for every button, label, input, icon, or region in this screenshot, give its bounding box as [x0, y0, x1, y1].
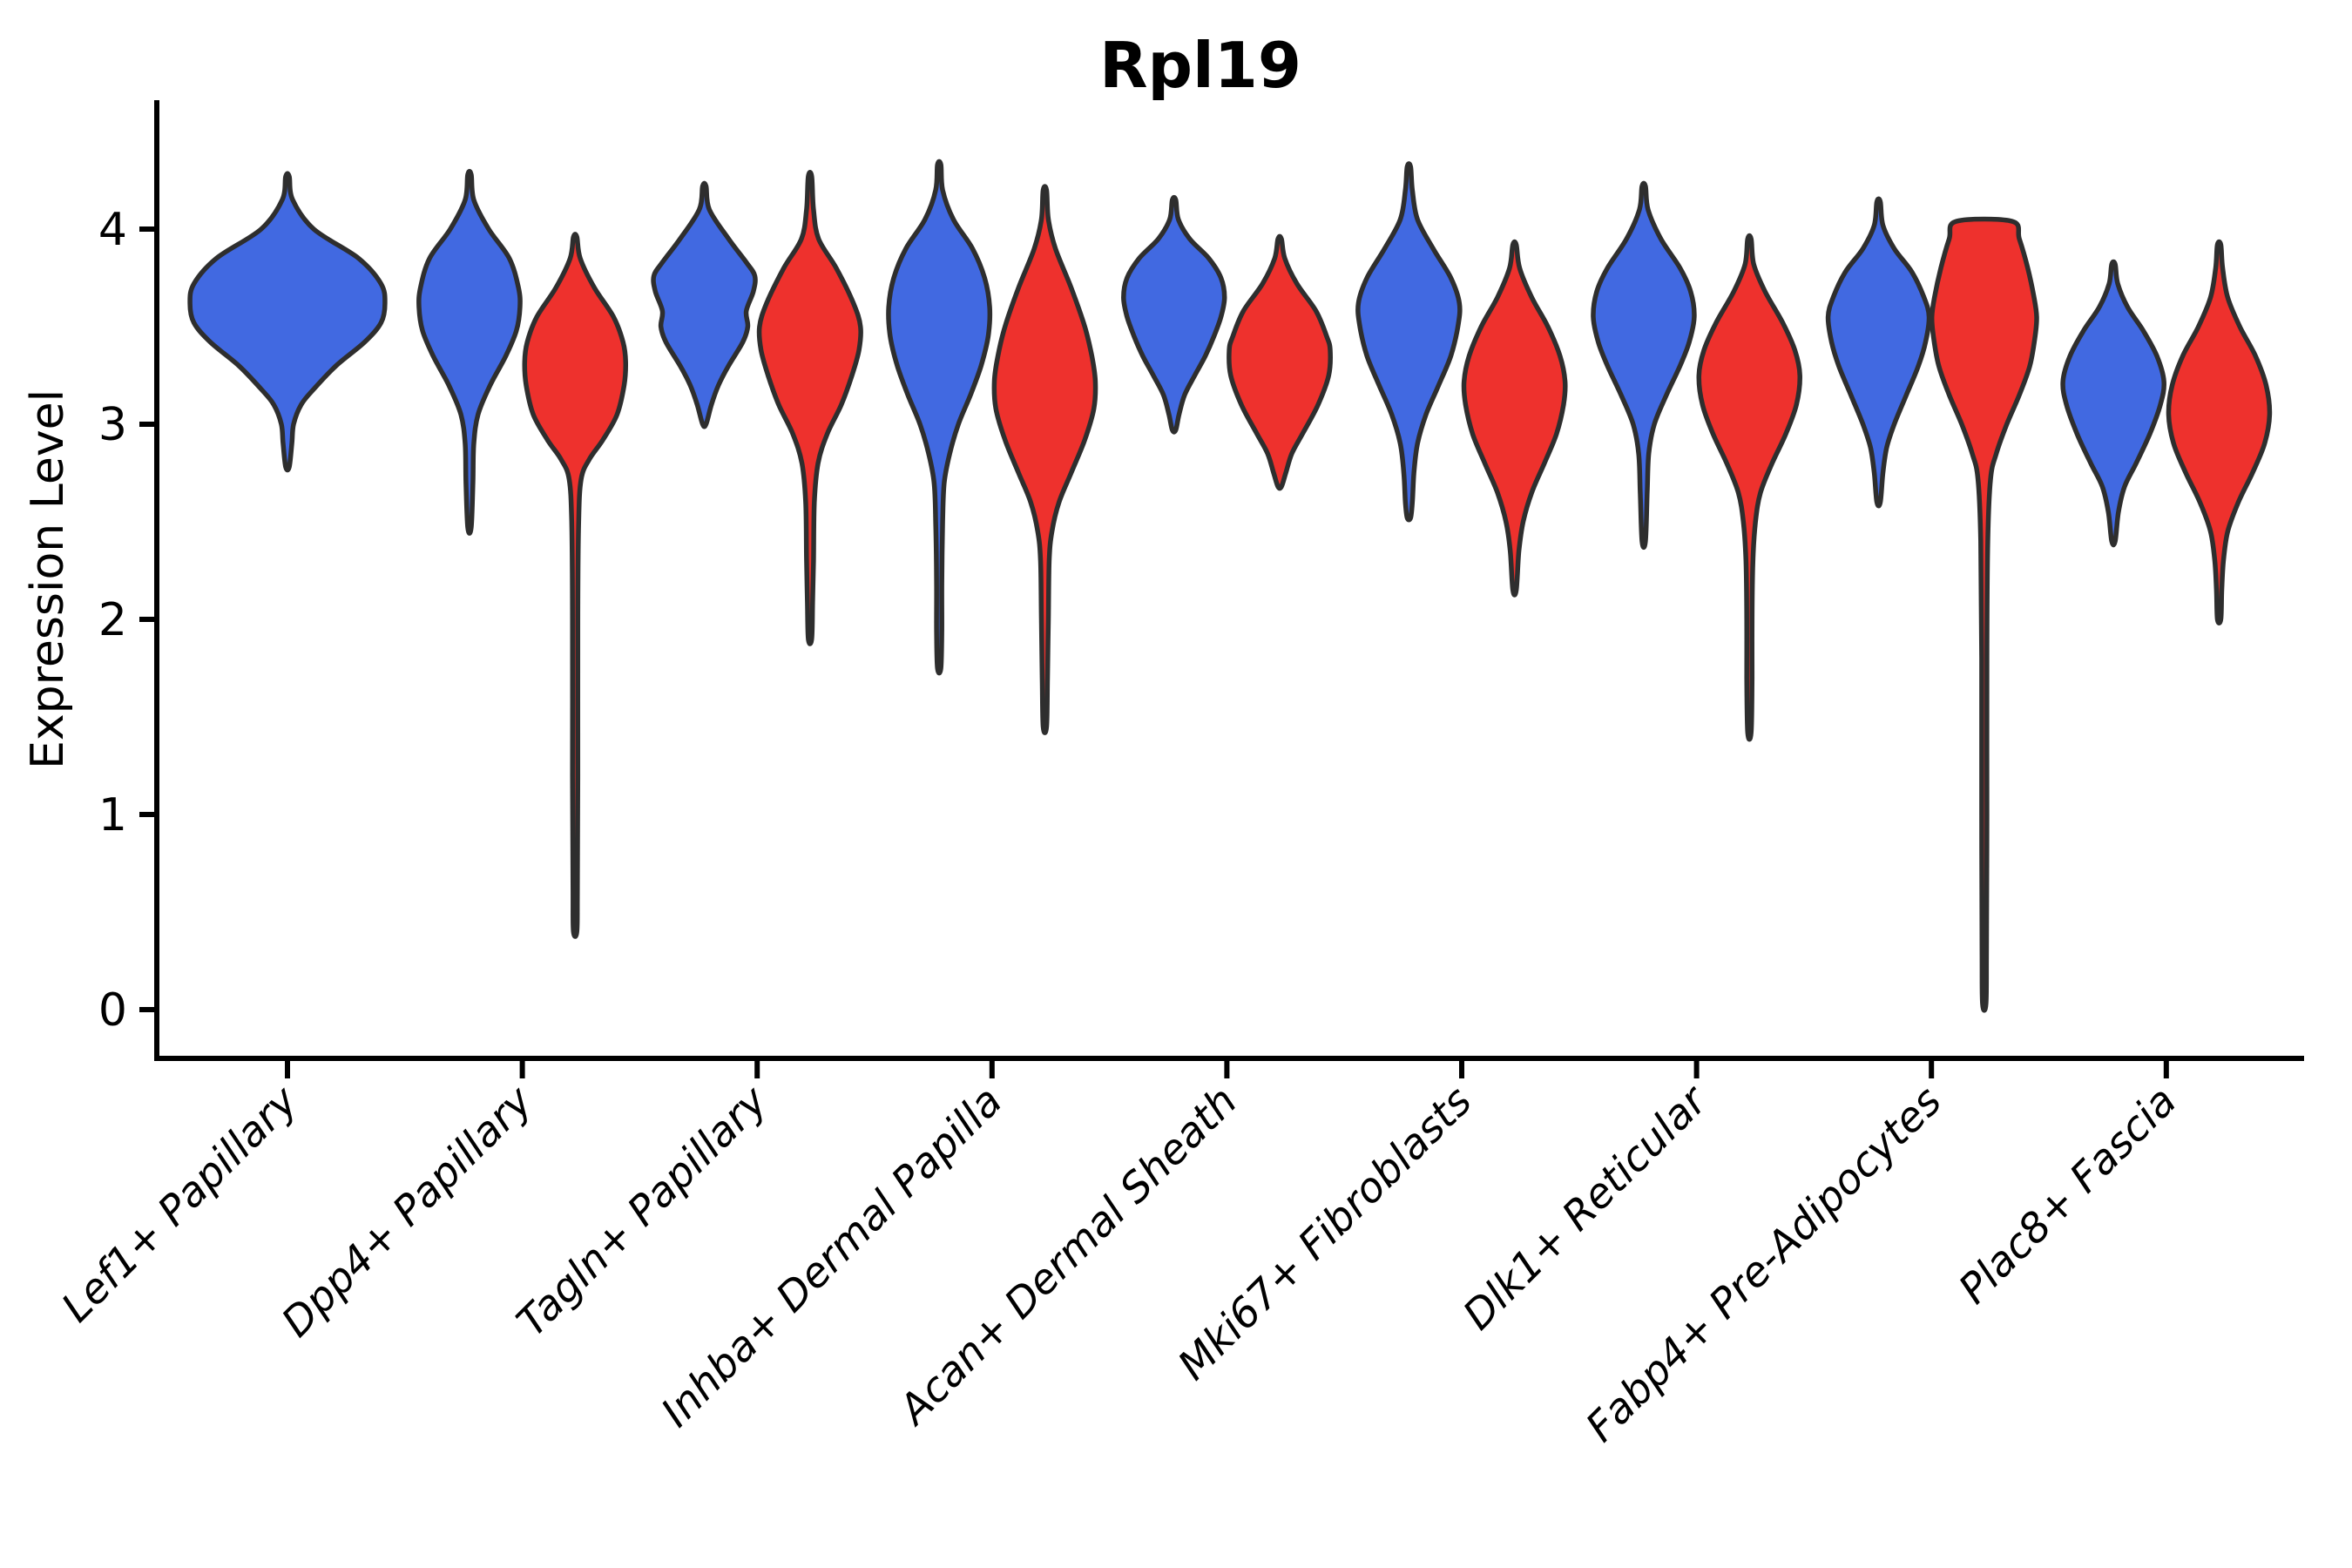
y-tick-label-0: 0 [98, 984, 127, 1037]
violin-lef1-papillary-group-blue [187, 171, 388, 473]
x-tick-label-lef1-papillary: Lef1+ Papillary [52, 1077, 308, 1332]
x-tick-label-dpp4-papillary: Dpp4+ Papillary [273, 1077, 543, 1347]
violin-tagln-papillary-group-blue [651, 180, 758, 429]
x-tick-label-dlk1-reticular: Dlk1+ Reticular [1454, 1076, 1718, 1340]
y-tick-label-3: 3 [98, 399, 127, 451]
violin-acan-dermal-sheath-group-red [1227, 233, 1333, 491]
violin-fabp4-pre-adipocytes-group-red [1929, 216, 2039, 1013]
y-tick-label-1: 1 [98, 789, 127, 841]
violin-dlk1-reticular-group-blue [1591, 180, 1697, 551]
violin-fabp4-pre-adipocytes-group-blue [1825, 196, 1932, 509]
violins-layer [187, 159, 2273, 1013]
violin-inhba-dermal-papilla-group-red [991, 184, 1098, 735]
violin-tagln-papillary-group-red [756, 170, 863, 646]
y-tick-label-2: 2 [98, 594, 127, 646]
violin-dlk1-reticular-group-red [1696, 233, 1802, 742]
y-tick-label-4: 4 [98, 204, 127, 256]
violin-dpp4-papillary-group-red [522, 232, 628, 939]
y-axis-tick-labels: 0 1 2 3 4 [98, 204, 127, 1037]
violin-mki67-fibroblasts-group-blue [1355, 161, 1463, 523]
violin-plac8-fascia-group-red [2166, 239, 2273, 625]
chart-title: Rpl19 [1099, 29, 1301, 102]
violin-dpp4-papillary-group-blue [416, 168, 523, 536]
x-tick-label-tagln-papillary: Tagln+ Papillary [508, 1077, 778, 1347]
x-tick-label-plac8-fascia: Plac8+ Fascia [1950, 1078, 2186, 1314]
violin-inhba-dermal-papilla-group-blue [886, 159, 993, 676]
violin-plac8-fascia-group-blue [2060, 259, 2166, 548]
violin-acan-dermal-sheath-group-blue [1121, 195, 1227, 435]
violin-mki67-fibroblasts-group-red [1461, 239, 1568, 598]
axes [139, 100, 2304, 1078]
y-axis-label: Expression Level [22, 389, 74, 769]
